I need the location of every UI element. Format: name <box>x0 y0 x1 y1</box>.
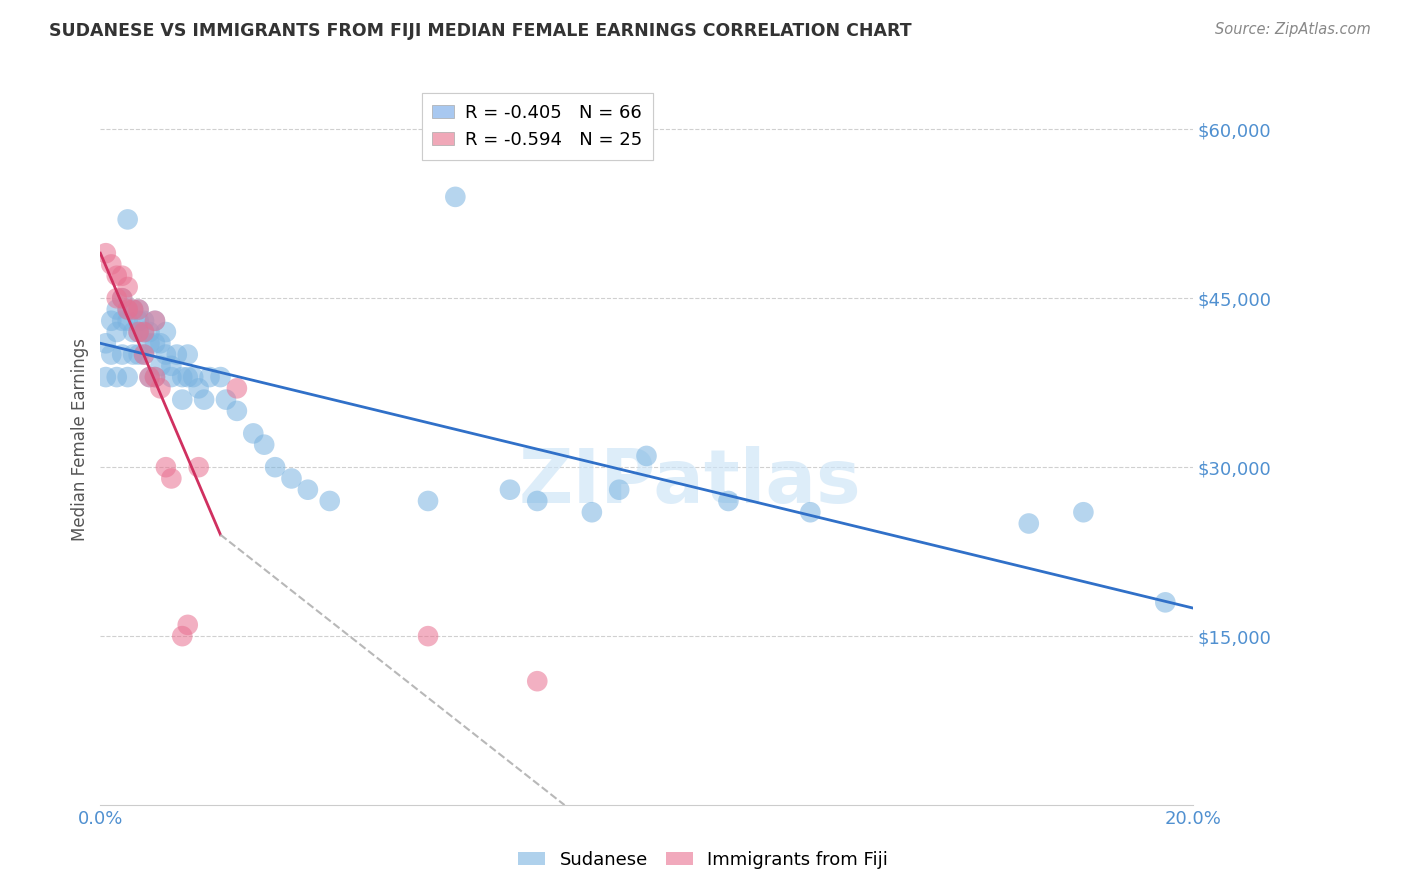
Point <box>799 505 821 519</box>
Point <box>117 212 139 227</box>
Point <box>94 336 117 351</box>
Point <box>143 336 166 351</box>
Point <box>94 246 117 260</box>
Point <box>117 302 139 317</box>
Point <box>193 392 215 407</box>
Point <box>215 392 238 407</box>
Point <box>143 314 166 328</box>
Point <box>1154 595 1177 609</box>
Legend: Sudanese, Immigrants from Fiji: Sudanese, Immigrants from Fiji <box>510 844 896 876</box>
Point <box>138 325 160 339</box>
Point <box>138 336 160 351</box>
Point <box>172 370 194 384</box>
Point <box>132 347 155 361</box>
Point <box>94 370 117 384</box>
Legend: R = -0.405   N = 66, R = -0.594   N = 25: R = -0.405 N = 66, R = -0.594 N = 25 <box>422 93 652 160</box>
Point <box>198 370 221 384</box>
Point <box>111 268 134 283</box>
Point <box>100 314 122 328</box>
Point <box>155 460 177 475</box>
Point <box>177 347 200 361</box>
Point <box>122 302 145 317</box>
Point <box>155 325 177 339</box>
Point <box>181 370 204 384</box>
Point <box>636 449 658 463</box>
Point <box>128 302 150 317</box>
Point <box>122 347 145 361</box>
Point <box>416 494 439 508</box>
Point <box>111 291 134 305</box>
Point <box>209 370 232 384</box>
Point <box>138 370 160 384</box>
Point <box>253 437 276 451</box>
Point <box>122 325 145 339</box>
Point <box>225 404 247 418</box>
Point <box>172 629 194 643</box>
Point <box>297 483 319 497</box>
Point <box>105 291 128 305</box>
Point <box>160 471 183 485</box>
Point <box>177 618 200 632</box>
Point <box>105 302 128 317</box>
Y-axis label: Median Female Earnings: Median Female Earnings <box>72 337 89 541</box>
Point <box>143 370 166 384</box>
Point <box>105 370 128 384</box>
Point <box>117 280 139 294</box>
Point <box>187 460 209 475</box>
Point <box>111 291 134 305</box>
Point <box>117 302 139 317</box>
Point <box>143 370 166 384</box>
Point <box>242 426 264 441</box>
Point <box>149 336 172 351</box>
Point <box>581 505 603 519</box>
Point <box>166 347 188 361</box>
Point <box>143 314 166 328</box>
Point <box>717 494 740 508</box>
Point <box>225 381 247 395</box>
Point <box>122 302 145 317</box>
Point <box>128 302 150 317</box>
Point <box>128 325 150 339</box>
Point <box>132 325 155 339</box>
Point <box>1018 516 1040 531</box>
Point <box>416 629 439 643</box>
Point <box>280 471 302 485</box>
Text: ZIPatlas: ZIPatlas <box>519 447 862 519</box>
Point <box>111 314 134 328</box>
Point <box>187 381 209 395</box>
Point <box>128 347 150 361</box>
Point <box>607 483 630 497</box>
Point <box>149 359 172 373</box>
Point <box>149 381 172 395</box>
Text: SUDANESE VS IMMIGRANTS FROM FIJI MEDIAN FEMALE EARNINGS CORRELATION CHART: SUDANESE VS IMMIGRANTS FROM FIJI MEDIAN … <box>49 22 912 40</box>
Point <box>160 370 183 384</box>
Point <box>1073 505 1095 519</box>
Point <box>526 674 548 689</box>
Point <box>132 314 155 328</box>
Point <box>155 347 177 361</box>
Point <box>117 370 139 384</box>
Point <box>172 392 194 407</box>
Point <box>117 314 139 328</box>
Point <box>319 494 342 508</box>
Point <box>132 325 155 339</box>
Point <box>100 257 122 271</box>
Text: Source: ZipAtlas.com: Source: ZipAtlas.com <box>1215 22 1371 37</box>
Point <box>160 359 183 373</box>
Point <box>132 347 155 361</box>
Point <box>264 460 287 475</box>
Point <box>111 347 134 361</box>
Point <box>128 325 150 339</box>
Point <box>526 494 548 508</box>
Point <box>138 370 160 384</box>
Point <box>499 483 522 497</box>
Point <box>105 325 128 339</box>
Point <box>128 314 150 328</box>
Point <box>100 347 122 361</box>
Point <box>444 190 467 204</box>
Point <box>105 268 128 283</box>
Point <box>177 370 200 384</box>
